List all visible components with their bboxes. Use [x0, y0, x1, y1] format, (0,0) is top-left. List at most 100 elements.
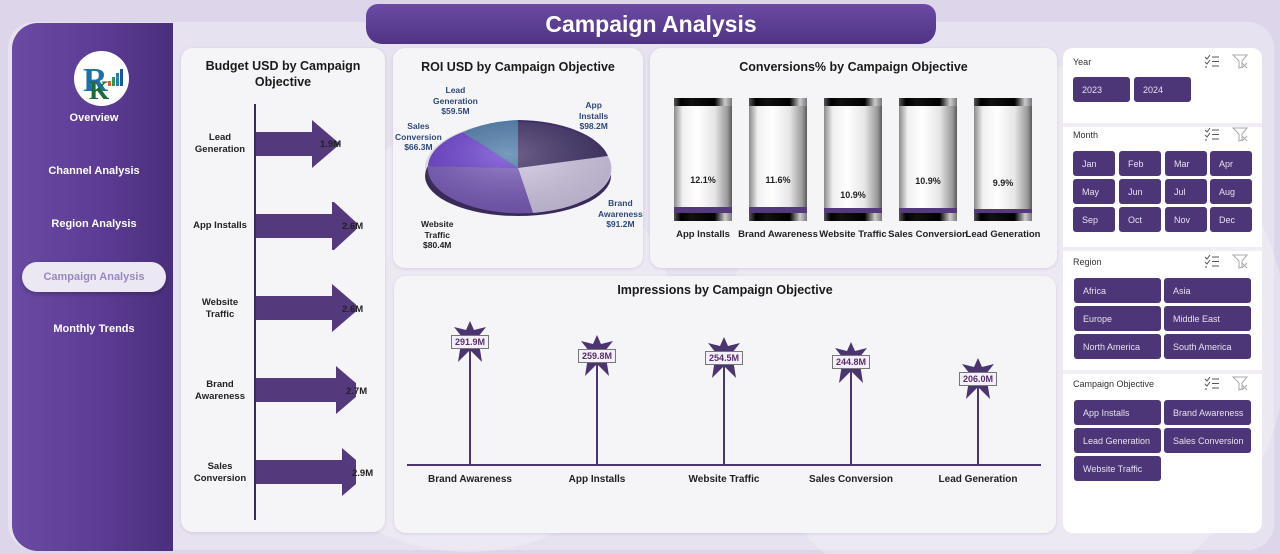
- month-slicer-title: Month: [1073, 130, 1099, 140]
- conversion-cylinder: 12.1%: [674, 98, 732, 221]
- conversion-category: Brand Awareness: [738, 229, 818, 240]
- slicer-month-jun[interactable]: Jun: [1119, 179, 1161, 204]
- conversions-title: Conversions% by Campaign Objective: [739, 60, 968, 74]
- slicer-month-jan[interactable]: Jan: [1073, 151, 1115, 176]
- clear-filter-icon[interactable]: [1232, 254, 1248, 269]
- impressions-value: 254.5M: [705, 351, 744, 365]
- pie-label-lead-generation: Lead Generation $59.5M: [433, 85, 478, 117]
- clear-filter-icon[interactable]: [1232, 54, 1248, 69]
- slicer-year-2023[interactable]: 2023: [1073, 77, 1130, 102]
- slicer-month-may[interactable]: May: [1073, 179, 1115, 204]
- logo: R K: [74, 51, 129, 106]
- impressions-value: 259.8M: [578, 349, 617, 363]
- multi-select-icon[interactable]: [1204, 376, 1220, 390]
- budget-label: Website Traffic: [201, 297, 239, 321]
- conversion-cylinder: 11.6%: [749, 98, 807, 221]
- budget-arrows: [256, 120, 356, 496]
- conversion-cylinder: 10.9%: [899, 98, 957, 221]
- impressions-value: 244.8M: [832, 355, 871, 369]
- impressions-card: Impressions by Campaign Objective: [394, 276, 1056, 533]
- budget-label: Brand Awareness: [195, 379, 245, 403]
- multi-select-icon[interactable]: [1204, 54, 1220, 68]
- month-slicer: Month Jan Feb Mar Apr May Jun Jul Aug Se…: [1063, 127, 1262, 247]
- logo-icon: R K: [83, 62, 123, 103]
- multi-select-icon[interactable]: [1204, 254, 1220, 268]
- slicer-objective-app-installs[interactable]: App Installs: [1074, 400, 1161, 425]
- nav-monthly-trends[interactable]: Monthly Trends: [53, 323, 135, 335]
- impressions-value: 206.0M: [959, 372, 998, 386]
- impressions-stem: [723, 366, 725, 465]
- slicer-month-oct[interactable]: Oct: [1119, 207, 1161, 232]
- slicer-region-north-america[interactable]: North America: [1074, 334, 1161, 359]
- slicer-month-mar[interactable]: Mar: [1165, 151, 1207, 176]
- impressions-baseline: [407, 464, 1041, 466]
- budget-title: Budget USD by Campaign Objective: [205, 59, 361, 89]
- nav-campaign-analysis[interactable]: Campaign Analysis: [22, 262, 166, 292]
- slicer-panel: Year 2023 2024 Month Jan Feb Mar Apr May…: [1063, 48, 1262, 533]
- impressions-category: Sales Conversion: [809, 474, 893, 485]
- year-slicer: Year 2023 2024: [1063, 48, 1262, 123]
- region-slicer: Region Africa Asia Europe Middle East No…: [1063, 251, 1262, 371]
- slicer-month-feb[interactable]: Feb: [1119, 151, 1161, 176]
- budget-value: 2.7M: [346, 386, 368, 397]
- page-title: Campaign Analysis: [366, 4, 936, 44]
- budget-label: Sales Conversion: [193, 461, 247, 485]
- clear-filter-icon[interactable]: [1232, 127, 1248, 142]
- slicer-objective-lead-generation[interactable]: Lead Generation: [1074, 428, 1161, 453]
- conversion-cylinder: 10.9%: [824, 98, 882, 221]
- roi-card: ROI USD by Campaign Objective App Install…: [393, 48, 643, 268]
- budget-value: 2.6M: [342, 221, 364, 232]
- objective-slicer: Campaign Objective App Installs Brand Aw…: [1063, 374, 1262, 529]
- pie-label-website-traffic: Website Traffic $80.4M: [421, 219, 454, 251]
- roi-title: ROI USD by Campaign Objective: [421, 60, 615, 74]
- svg-text:K: K: [89, 76, 110, 103]
- budget-label: App Installs: [193, 220, 247, 231]
- slicer-region-asia[interactable]: Asia: [1164, 278, 1251, 303]
- budget-card: Budget USD by Campaign Objective Lead Gen…: [181, 48, 385, 532]
- svg-text:R: R: [83, 62, 108, 99]
- pie-label-app-installs: App Installs $98.2M: [579, 100, 609, 132]
- conversion-category: Website Traffic: [819, 229, 887, 240]
- conversions-card: Conversions% by Campaign Objective 12.1%…: [650, 48, 1057, 268]
- impressions-title: Impressions by Campaign Objective: [617, 283, 833, 297]
- slicer-month-apr[interactable]: Apr: [1210, 151, 1252, 176]
- impressions-category: Brand Awareness: [428, 474, 512, 485]
- pie-label-sales-conversion: Sales Conversion $66.3M: [395, 121, 442, 153]
- impressions-stem: [977, 387, 979, 465]
- slicer-month-sep[interactable]: Sep: [1073, 207, 1115, 232]
- budget-value: 2.6M: [342, 304, 364, 315]
- impressions-category: App Installs: [568, 474, 626, 485]
- impressions-category: Lead Generation: [938, 474, 1018, 485]
- slicer-month-nov[interactable]: Nov: [1165, 207, 1207, 232]
- slicer-year-2024[interactable]: 2024: [1134, 77, 1191, 102]
- slicer-region-south-america[interactable]: South America: [1164, 334, 1251, 359]
- conversion-category: App Installs: [676, 229, 730, 240]
- roi-pie-chart: [425, 120, 612, 216]
- impressions-category: Website Traffic: [688, 474, 760, 485]
- slicer-objective-sales-conversion[interactable]: Sales Conversion: [1164, 428, 1251, 453]
- budget-axis: [254, 104, 256, 520]
- slicer-month-dec[interactable]: Dec: [1210, 207, 1252, 232]
- impressions-value: 291.9M: [451, 335, 490, 349]
- sidebar: R K Overview Channel Analysis Region Ana…: [12, 23, 173, 551]
- slicer-objective-brand-awareness[interactable]: Brand Awareness: [1164, 400, 1251, 425]
- region-slicer-title: Region: [1073, 257, 1102, 267]
- slicer-month-jul[interactable]: Jul: [1165, 179, 1207, 204]
- nav-region-analysis[interactable]: Region Analysis: [51, 218, 137, 230]
- conversion-cylinder: 9.9%: [974, 98, 1032, 221]
- slicer-region-africa[interactable]: Africa: [1074, 278, 1161, 303]
- budget-label: Lead Generation: [194, 132, 246, 156]
- nav-overview[interactable]: Overview: [69, 112, 119, 124]
- budget-value: 2.9M: [352, 468, 374, 479]
- nav-channel-analysis[interactable]: Channel Analysis: [48, 165, 140, 177]
- impressions-stem: [469, 350, 471, 465]
- clear-filter-icon[interactable]: [1232, 376, 1248, 391]
- slicer-objective-website-traffic[interactable]: Website Traffic: [1074, 456, 1161, 481]
- conversion-category: Sales Conversion: [888, 229, 968, 240]
- multi-select-icon[interactable]: [1204, 127, 1220, 141]
- conversion-category: Lead Generation: [965, 229, 1041, 240]
- slicer-region-europe[interactable]: Europe: [1074, 306, 1161, 331]
- slicer-month-aug[interactable]: Aug: [1210, 179, 1252, 204]
- budget-value: 1.9M: [320, 139, 342, 150]
- slicer-region-middle-east[interactable]: Middle East: [1164, 306, 1251, 331]
